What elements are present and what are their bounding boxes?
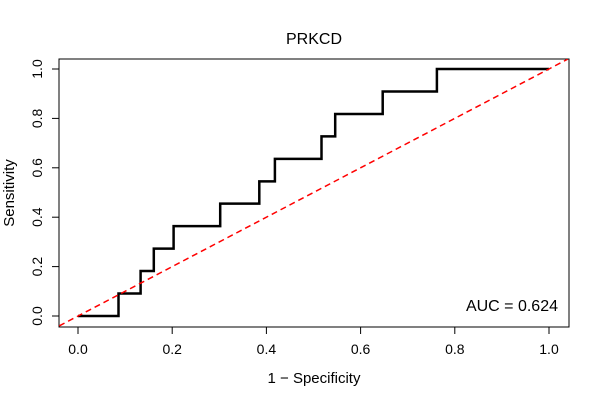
y-tick-label: 0.8 bbox=[29, 108, 45, 128]
chart-title: PRKCD bbox=[286, 31, 342, 48]
x-axis: 0.0 0.2 0.4 0.6 0.8 1.0 bbox=[68, 326, 559, 357]
x-tick-label: 0.8 bbox=[445, 341, 465, 357]
x-tick-label: 0.6 bbox=[351, 341, 371, 357]
auc-annotation: AUC = 0.624 bbox=[466, 298, 558, 315]
x-tick-label: 0.2 bbox=[162, 341, 182, 357]
x-tick-label: 1.0 bbox=[539, 341, 559, 357]
roc-curve-line bbox=[78, 67, 549, 318]
x-tick-label: 0.0 bbox=[68, 341, 88, 357]
y-tick-label: 0.2 bbox=[29, 257, 45, 277]
plot-frame bbox=[58, 58, 570, 328]
y-tick-label: 0.4 bbox=[29, 207, 45, 227]
y-tick-label: 0.6 bbox=[29, 158, 45, 178]
y-tick-label: 0.0 bbox=[29, 306, 45, 326]
x-axis-label: 1 − Specificity bbox=[268, 370, 361, 387]
series-group bbox=[59, 59, 569, 327]
y-axis: 0.0 0.2 0.4 0.6 0.8 1.0 bbox=[29, 59, 60, 326]
reference-diagonal-line bbox=[59, 59, 569, 327]
x-tick-label: 0.4 bbox=[257, 341, 277, 357]
y-tick-label: 1.0 bbox=[29, 59, 45, 79]
y-axis-label: Sensitivity bbox=[1, 159, 18, 227]
